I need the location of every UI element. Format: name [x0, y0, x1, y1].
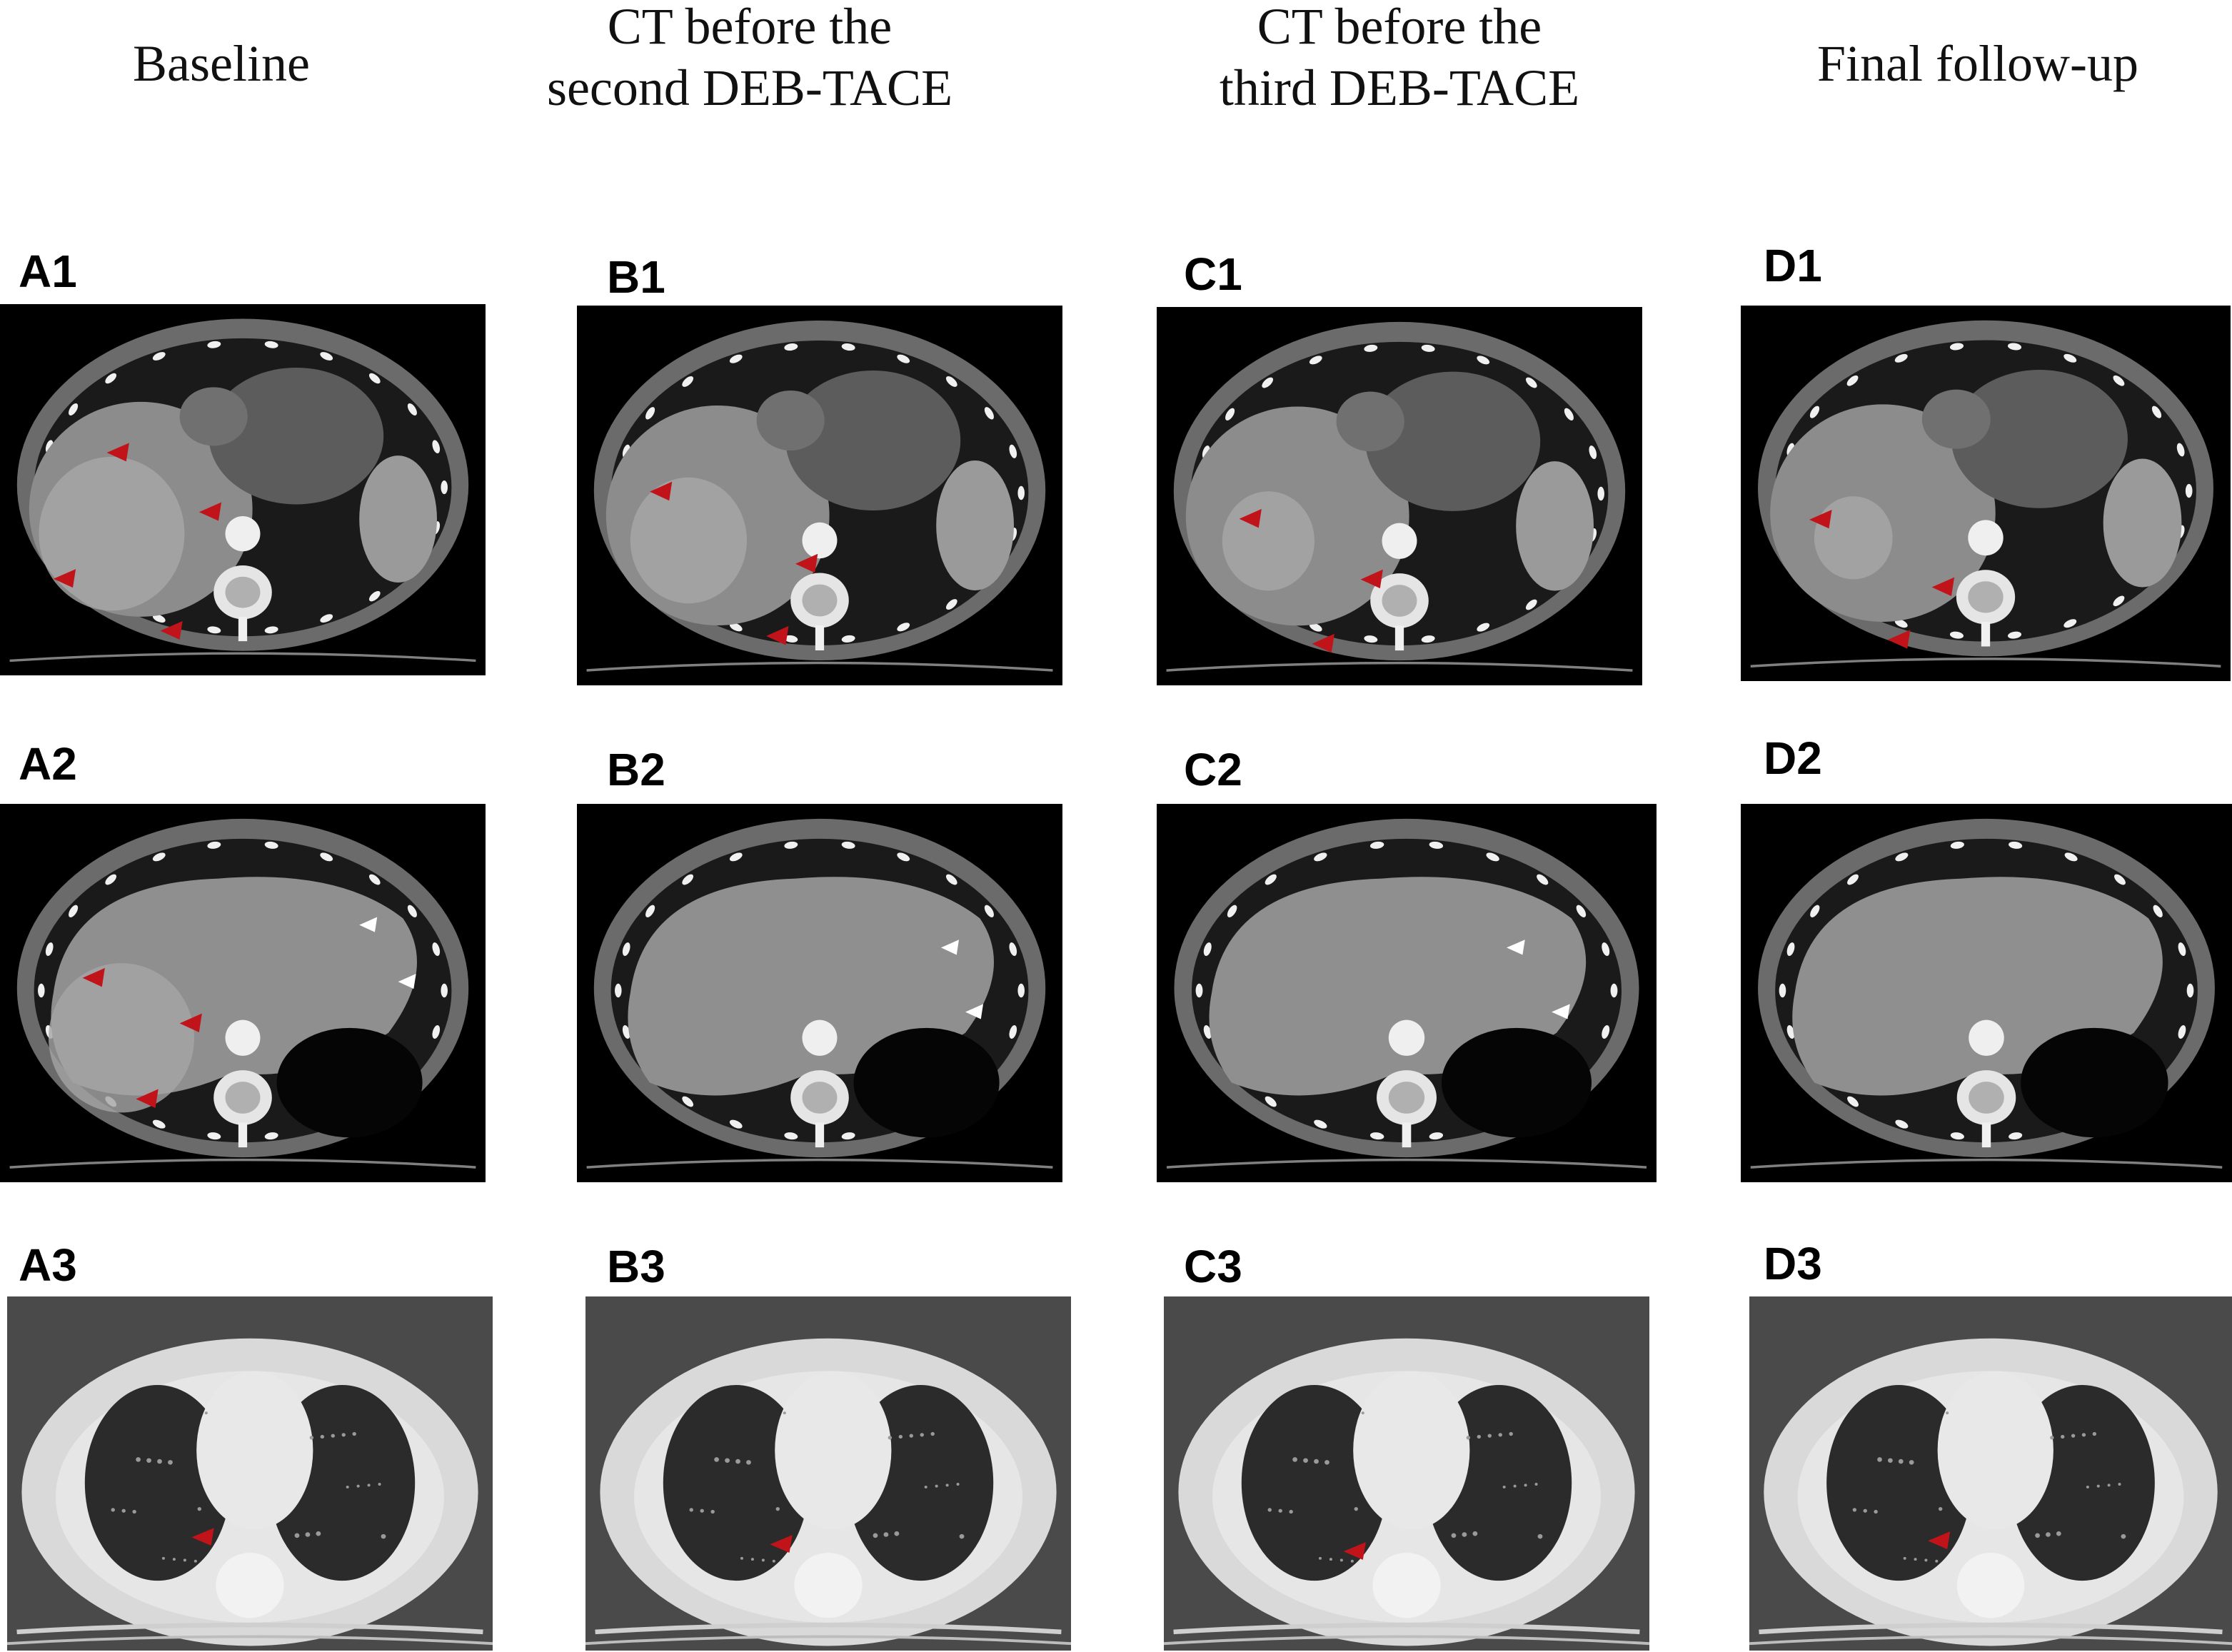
ct-image-c1: [1157, 307, 1642, 685]
arrowhead-marker: [1887, 630, 1911, 649]
ct-image-a3: [7, 1296, 493, 1651]
column-title-second-deb-tace: CT before the second DEB-TACE: [546, 0, 953, 116]
ct-image-a1: [0, 304, 486, 675]
arrowhead-marker: [1931, 577, 1955, 596]
arrowhead-marker: [1809, 509, 1832, 529]
column-title-baseline: Baseline: [133, 35, 310, 92]
arrowhead-marker: [770, 1535, 793, 1553]
ct-image-b1: [577, 306, 1062, 685]
arrowhead-marker: [965, 1004, 984, 1019]
arrowhead-marker: [1360, 569, 1383, 589]
arrowhead-marker: [191, 1528, 214, 1546]
panel-label-c1: C1: [1184, 248, 1242, 300]
arrowhead-marker: [1928, 1531, 1951, 1549]
arrowhead-marker: [795, 553, 818, 573]
arrowhead-marker: [160, 620, 183, 640]
arrowhead-marker: [136, 1089, 159, 1108]
panel-label-a2: A2: [19, 738, 77, 790]
ct-image-c3: [1164, 1296, 1649, 1651]
ct-image-b3: [585, 1296, 1071, 1651]
arrowhead-marker: [766, 625, 789, 645]
arrowhead-marker: [82, 967, 105, 987]
column-title-third-deb-tace: CT before the third DEB-TACE: [1219, 0, 1580, 116]
ct-image-d1: [1741, 306, 2231, 681]
panel-label-b1: B1: [607, 251, 665, 303]
arrowhead-marker: [53, 569, 76, 588]
panel-label-c3: C3: [1184, 1241, 1242, 1292]
arrowhead-marker: [198, 502, 222, 521]
ct-image-a2: [0, 804, 486, 1182]
arrowhead-marker: [941, 940, 960, 955]
arrowhead-marker: [106, 443, 129, 462]
panel-label-a3: A3: [19, 1239, 77, 1291]
panel-label-c2: C2: [1184, 744, 1242, 795]
arrowhead-marker: [1507, 940, 1525, 955]
panel-label-b3: B3: [607, 1241, 665, 1292]
arrowhead-marker: [359, 917, 378, 932]
column-title-final-follow-up: Final follow-up: [1817, 35, 2138, 92]
ct-image-b2: [577, 804, 1062, 1182]
ct-image-d2: [1741, 804, 2232, 1182]
arrowhead-marker: [650, 481, 673, 501]
arrowhead-marker: [179, 1013, 202, 1032]
panel-label-d2: D2: [1764, 732, 1822, 784]
arrowhead-marker: [398, 973, 416, 989]
arrowhead-marker: [1552, 1004, 1570, 1019]
arrowhead-marker: [1343, 1542, 1366, 1560]
ct-image-c2: [1157, 804, 1657, 1182]
panel-label-a1: A1: [19, 246, 77, 297]
arrowhead-marker: [1239, 508, 1262, 528]
arrowhead-marker: [1312, 633, 1334, 653]
panel-label-b2: B2: [607, 744, 665, 795]
panel-label-d1: D1: [1764, 240, 1822, 291]
ct-image-d3: [1749, 1296, 2232, 1651]
panel-label-d3: D3: [1764, 1238, 1822, 1289]
